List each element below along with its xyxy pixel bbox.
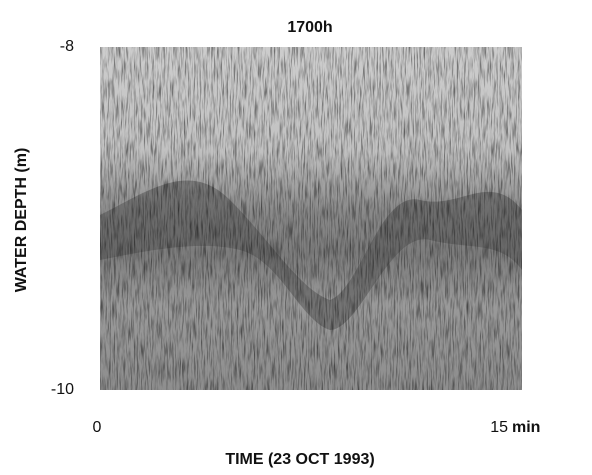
chart-title: 1700h <box>287 19 332 36</box>
echogram <box>100 47 522 390</box>
x-tick-label: 0 <box>93 419 102 436</box>
x-axis-label: TIME (23 OCT 1993) <box>225 451 374 468</box>
echogram-noise <box>100 47 522 390</box>
x-unit-label: min <box>512 419 540 436</box>
x-tick-label: 15 <box>490 419 508 436</box>
y-axis-label: WATER DEPTH (m) <box>13 148 30 293</box>
y-tick-label: -8 <box>60 38 74 55</box>
y-tick-label: -10 <box>51 381 74 398</box>
